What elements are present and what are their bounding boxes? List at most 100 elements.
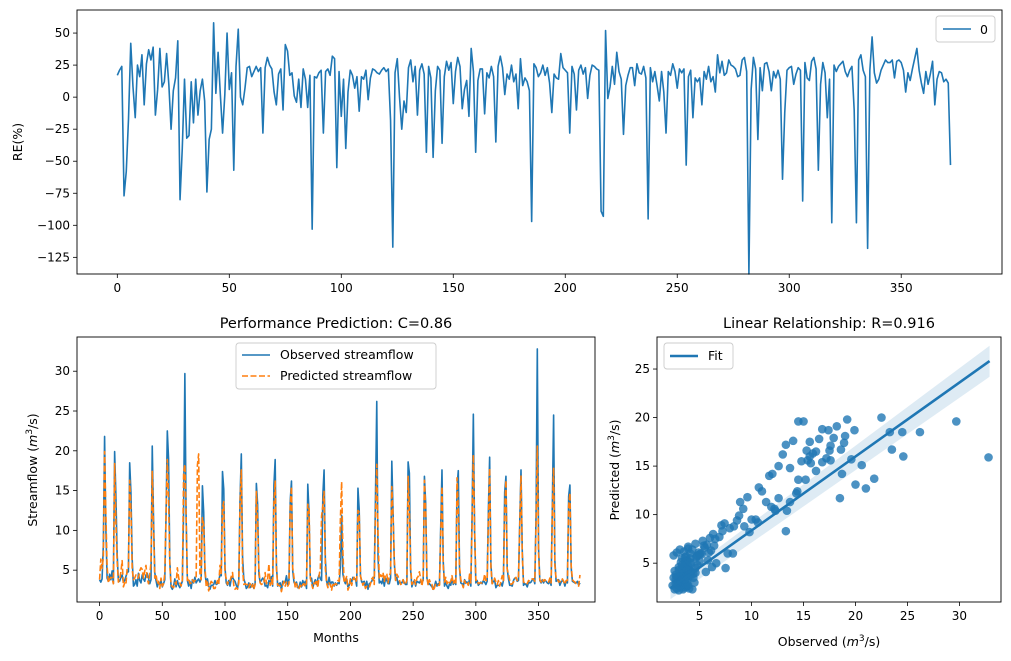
scatter-point (738, 504, 748, 514)
re-plot-area (116, 22, 952, 275)
scatter-point (806, 458, 816, 468)
performance-x-axis: 0 50 100 150 200 250 300 350 (96, 602, 550, 623)
scatter-point (669, 573, 678, 583)
scatter-point (734, 511, 744, 520)
scatter-point (984, 453, 993, 462)
scatter-point (740, 521, 749, 531)
scatter-point (842, 415, 852, 424)
performance-y-tick-label: 20 (55, 444, 70, 458)
scatter-point (794, 475, 803, 484)
linear-plot-area (668, 345, 993, 600)
performance-y-label-unit: m (25, 435, 40, 447)
scatter-point (887, 445, 897, 454)
linear-x-axis: 5 10 15 20 25 30 (696, 602, 967, 623)
performance-x-tick-label: 250 (402, 609, 425, 623)
linear-y-tick-label: 5 (642, 556, 650, 570)
linear-legend-box (663, 342, 734, 370)
performance-plot-area (98, 348, 581, 593)
scatter-point (850, 425, 859, 435)
re-y-tick-label: −25 (45, 122, 70, 136)
scatter-point (793, 487, 802, 496)
scatter-point (701, 567, 711, 577)
linear-chart: Linear Relationship: R=0.916 5 10 15 20 25 30… (607, 316, 1002, 649)
re-y-axis-label: RE(%) (10, 123, 25, 161)
scatter-point (915, 427, 925, 437)
re-y-tick-label: −50 (45, 154, 70, 168)
scatter-point (781, 526, 791, 536)
scatter-point (805, 437, 815, 447)
linear-x-tick-label: 20 (848, 609, 863, 623)
scatter-point (709, 541, 719, 550)
linear-x-tick-label: 10 (744, 609, 759, 623)
scatter-point (832, 422, 842, 431)
re-y-tick-label: 50 (55, 26, 70, 40)
linear-x-tick-label: 15 (796, 609, 811, 623)
performance-y-tick-label: 5 (62, 563, 70, 577)
linear-y-label-prefix: Predicted ( (607, 453, 622, 521)
scatter-point (805, 452, 815, 461)
performance-legend-box (235, 342, 437, 390)
performance-x-tick-label: 100 (214, 609, 237, 623)
scatter-point (877, 413, 886, 422)
fit-confidence-band (670, 345, 990, 600)
performance-x-tick-label: 0 (96, 609, 104, 623)
re-x-axis: 0 50 100 150 200 250 300 350 (113, 274, 913, 295)
re-y-tick-label: 0 (62, 90, 70, 104)
linear-y-label-unit: m (607, 441, 622, 453)
scatter-point (781, 440, 791, 450)
re-y-tick-label: −100 (37, 218, 70, 232)
performance-y-tick-label: 15 (55, 484, 70, 498)
performance-legend-label-observed: Observed streamflow (280, 347, 414, 362)
scatter-point (699, 541, 709, 550)
performance-frame (76, 336, 596, 603)
scatter-point (704, 548, 714, 557)
performance-y-label-exp: 3 (25, 429, 35, 435)
linear-y-tick-label: 20 (635, 411, 650, 425)
linear-y-axis: 5 10 15 20 25 (635, 362, 657, 570)
scatter-point (782, 506, 792, 516)
scatter-point (743, 492, 752, 502)
scatter-point (835, 493, 845, 503)
scatter-point (952, 417, 961, 426)
re-series-line (116, 22, 952, 275)
scatter-point (817, 457, 827, 467)
performance-y-label-prefix: Streamflow ( (25, 447, 40, 527)
scatter-point (710, 534, 720, 544)
scatter-point (685, 557, 695, 567)
linear-y-label-suffix: /s) (607, 419, 622, 435)
performance-legend: Observed streamflow Predicted streamflow (235, 342, 437, 390)
linear-legend: Fit (663, 342, 734, 370)
scatter-point (814, 434, 824, 444)
performance-x-axis-label: Months (313, 630, 359, 645)
performance-y-label-suffix: /s) (25, 413, 40, 429)
scatter-point (721, 563, 730, 573)
linear-x-label-prefix: Observed ( (778, 634, 847, 649)
performance-y-axis-label: Streamflow (m3/s) (25, 413, 40, 526)
re-x-tick-label: 100 (330, 281, 353, 295)
scatter-point (861, 484, 871, 493)
scatter-point (735, 497, 745, 507)
scatter-point (778, 450, 788, 459)
linear-x-tick-label: 5 (696, 609, 704, 623)
re-y-axis: 50 25 0 −25 −50 −75 −100 −125 (37, 26, 77, 264)
performance-y-tick-label: 25 (55, 404, 70, 418)
scatter-point (851, 480, 860, 489)
linear-chart-title: Linear Relationship: R=0.916 (723, 316, 935, 332)
scatter-point (829, 433, 838, 443)
linear-y-tick-label: 10 (635, 508, 650, 522)
scatter-point (682, 565, 692, 575)
scatter-point (899, 452, 908, 461)
re-x-tick-label: 0 (113, 281, 121, 295)
re-y-tick-label: −75 (45, 186, 70, 200)
re-legend-label: 0 (980, 22, 988, 37)
scatter-point (837, 469, 847, 479)
re-x-tick-label: 200 (554, 281, 577, 295)
re-y-tick-label: 25 (55, 58, 70, 72)
re-x-tick-label: 350 (890, 281, 913, 295)
scatter-point (757, 487, 767, 496)
re-x-tick-label: 250 (666, 281, 689, 295)
re-legend: 0 (935, 15, 996, 43)
scatter-point (811, 447, 821, 456)
re-frame (76, 9, 1003, 275)
